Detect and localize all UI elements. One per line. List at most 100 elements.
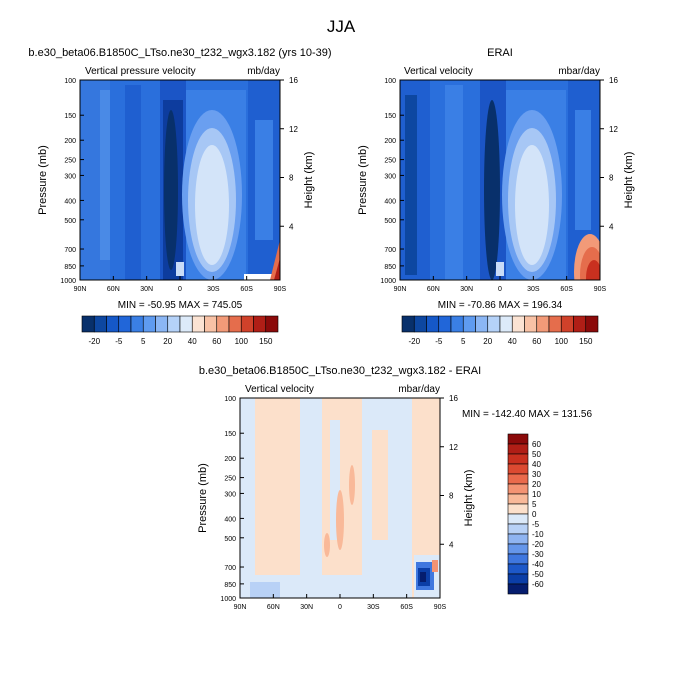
colorbar-swatch	[401, 315, 415, 333]
stats-label: MIN = -70.86 MAX = 196.34	[438, 300, 563, 311]
colorbar-label: -5	[115, 337, 123, 346]
colorbar-swatch	[536, 315, 550, 333]
colorbar-swatch	[130, 315, 144, 333]
colorbar-label: -30	[532, 550, 544, 559]
colorbar-swatch	[462, 315, 476, 333]
height-tick-label: 4	[449, 540, 454, 549]
panel-difference: b.e30_beta06.B1850C_LTso.ne30_t232_wgx3.…	[197, 365, 592, 611]
height-tick-label: 4	[609, 222, 614, 231]
colorbar-swatch	[216, 315, 230, 333]
height-tick-label: 8	[449, 492, 454, 501]
x-tick-label: 30N	[460, 286, 473, 293]
right-axis-label: Height (km)	[463, 470, 475, 527]
colorbar-label: 5	[532, 500, 537, 509]
units-label: mbar/day	[398, 384, 440, 395]
stats-label: MIN = -50.95 MAX = 745.05	[118, 300, 243, 311]
y-axis-label: Pressure (mb)	[357, 145, 369, 215]
y-tick-label: 700	[384, 247, 396, 254]
colorbar-swatch	[240, 315, 254, 333]
y-tick-label: 300	[64, 173, 76, 180]
colorbar-swatch	[507, 443, 529, 455]
colorbar-swatch	[487, 315, 501, 333]
left-label: Vertical pressure velocity	[85, 66, 196, 77]
x-tick-label: 90S	[434, 604, 447, 611]
colorbar-label: 10	[532, 490, 541, 499]
colorbar-swatch	[228, 315, 242, 333]
colorbar-swatch	[524, 315, 538, 333]
colorbar-label: -50	[532, 570, 544, 579]
y-axis-label: Pressure (mb)	[37, 145, 49, 215]
y-tick-label: 250	[384, 158, 396, 165]
y-tick-label: 850	[64, 264, 76, 271]
colorbar-swatch	[507, 553, 529, 565]
y-tick-label: 250	[224, 476, 236, 483]
colorbar-swatch	[507, 483, 529, 495]
y-tick-label: 400	[224, 516, 236, 523]
panel-model: b.e30_beta06.B1850C_LTso.ne30_t232_wgx3.…	[28, 47, 331, 346]
colorbar-swatch	[548, 315, 562, 333]
colorbar-label: 30	[532, 470, 541, 479]
y-tick-label: 700	[224, 565, 236, 572]
height-tick-label: 8	[609, 174, 614, 183]
colorbar-swatch	[155, 315, 169, 333]
colorbar-label: -20	[88, 337, 100, 346]
x-tick-label: 0	[498, 286, 502, 293]
panel-title: b.e30_beta06.B1850C_LTso.ne30_t232_wgx3.…	[28, 47, 331, 59]
colorbar-swatch	[560, 315, 574, 333]
colorbar-label: -20	[408, 337, 420, 346]
y-tick-label: 100	[384, 78, 396, 85]
colorbar-label: -40	[532, 560, 544, 569]
x-tick-label: 60N	[267, 604, 280, 611]
right-axis-label: Height (km)	[303, 152, 315, 209]
height-tick-label: 16	[289, 76, 298, 85]
contour-field	[80, 80, 280, 280]
colorbar-swatch	[118, 315, 132, 333]
colorbar-swatch	[507, 583, 529, 595]
colorbar-swatch	[253, 315, 267, 333]
colorbar-label: 0	[532, 510, 537, 519]
colorbar-swatch	[475, 315, 489, 333]
colorbar-label: 5	[141, 337, 146, 346]
x-tick-label: 30S	[527, 286, 540, 293]
colorbar-label: -10	[532, 530, 544, 539]
y-tick-label: 300	[384, 173, 396, 180]
right-axis-label: Height (km)	[623, 152, 635, 209]
x-tick-label: 30S	[367, 604, 380, 611]
colorbar-swatch	[507, 573, 529, 585]
colorbar-swatch	[507, 503, 529, 515]
y-axis-label: Pressure (mb)	[197, 463, 209, 533]
colorbar-swatch	[106, 315, 120, 333]
colorbar-swatch	[507, 493, 529, 505]
units-label: mb/day	[247, 66, 280, 77]
colorbar-label: 20	[532, 480, 541, 489]
y-tick-label: 400	[384, 198, 396, 205]
panel-erai: ERAI Vertical velocity mbar/day 100 150 20…	[357, 47, 635, 346]
colorbar-swatch	[507, 543, 529, 555]
y-tick-label: 300	[224, 491, 236, 498]
left-label: Vertical velocity	[245, 384, 314, 395]
x-tick-label: 0	[178, 286, 182, 293]
height-tick-label: 16	[609, 76, 618, 85]
colorbar-swatch	[507, 513, 529, 525]
y-tick-label: 500	[384, 218, 396, 225]
left-label: Vertical velocity	[404, 66, 473, 77]
x-tick-label: 60S	[240, 286, 253, 293]
y-tick-label: 1000	[220, 596, 236, 603]
panel-title: ERAI	[487, 47, 513, 59]
colorbar-swatch	[179, 315, 193, 333]
colorbar-label: 40	[532, 460, 541, 469]
colorbar-swatch	[499, 315, 513, 333]
colorbar-label: -5	[532, 520, 540, 529]
height-tick-label: 4	[289, 222, 294, 231]
colorbar-swatch	[191, 315, 205, 333]
y-tick-label: 150	[224, 431, 236, 438]
height-tick-label: 8	[289, 174, 294, 183]
x-tick-label: 90S	[594, 286, 607, 293]
x-tick-label: 60N	[107, 286, 120, 293]
colorbar-label: -60	[532, 580, 544, 589]
height-tick-label: 12	[449, 443, 458, 452]
colorbar-swatch	[142, 315, 156, 333]
colorbar-swatch	[265, 315, 279, 333]
colorbar-swatch	[167, 315, 181, 333]
